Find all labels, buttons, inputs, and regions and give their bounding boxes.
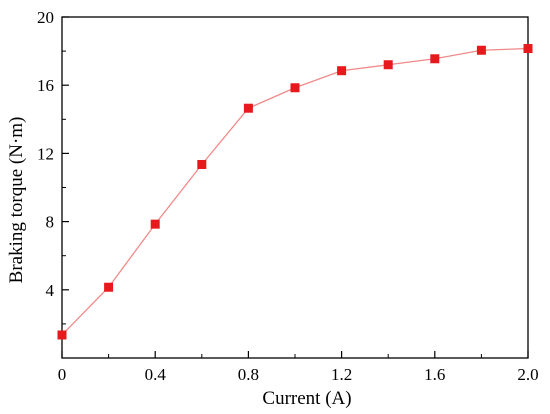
data-point-marker [476,45,486,55]
plot-frame [61,16,529,359]
x-tick-label: 2.0 [517,365,538,384]
y-tick-label: 16 [37,76,54,95]
x-tick-label: 0.8 [238,365,259,384]
x-axis-label: Current (A) [262,388,351,409]
y-tick-label: 20 [37,8,54,27]
data-point-marker [383,60,393,70]
x-tick-label: 1.6 [424,365,445,384]
series-group [57,44,533,340]
x-tick-label: 0 [58,365,67,384]
plot-border [61,16,529,359]
data-point-marker [337,66,347,76]
data-point-marker [197,159,207,169]
data-point-marker [57,330,67,340]
x-tick-label: 1.2 [331,365,352,384]
data-point-marker [104,282,114,292]
y-tick-label: 12 [37,144,54,163]
x-axis-ticks: 0 0.4 0.8 1.2 1.6 2.0 [58,351,539,384]
y-tick-label: 8 [46,213,55,232]
y-axis-ticks: 4 8 12 16 20 [37,8,69,325]
y-axis-label: Braking torque (N·m) [6,117,27,284]
data-point-marker [523,44,533,54]
data-point-marker [150,219,160,229]
data-point-marker [243,103,253,113]
y-tick-label: 4 [46,281,55,300]
x-tick-label: 0.4 [145,365,167,384]
data-point-marker [430,54,440,64]
data-point-marker [290,83,300,93]
